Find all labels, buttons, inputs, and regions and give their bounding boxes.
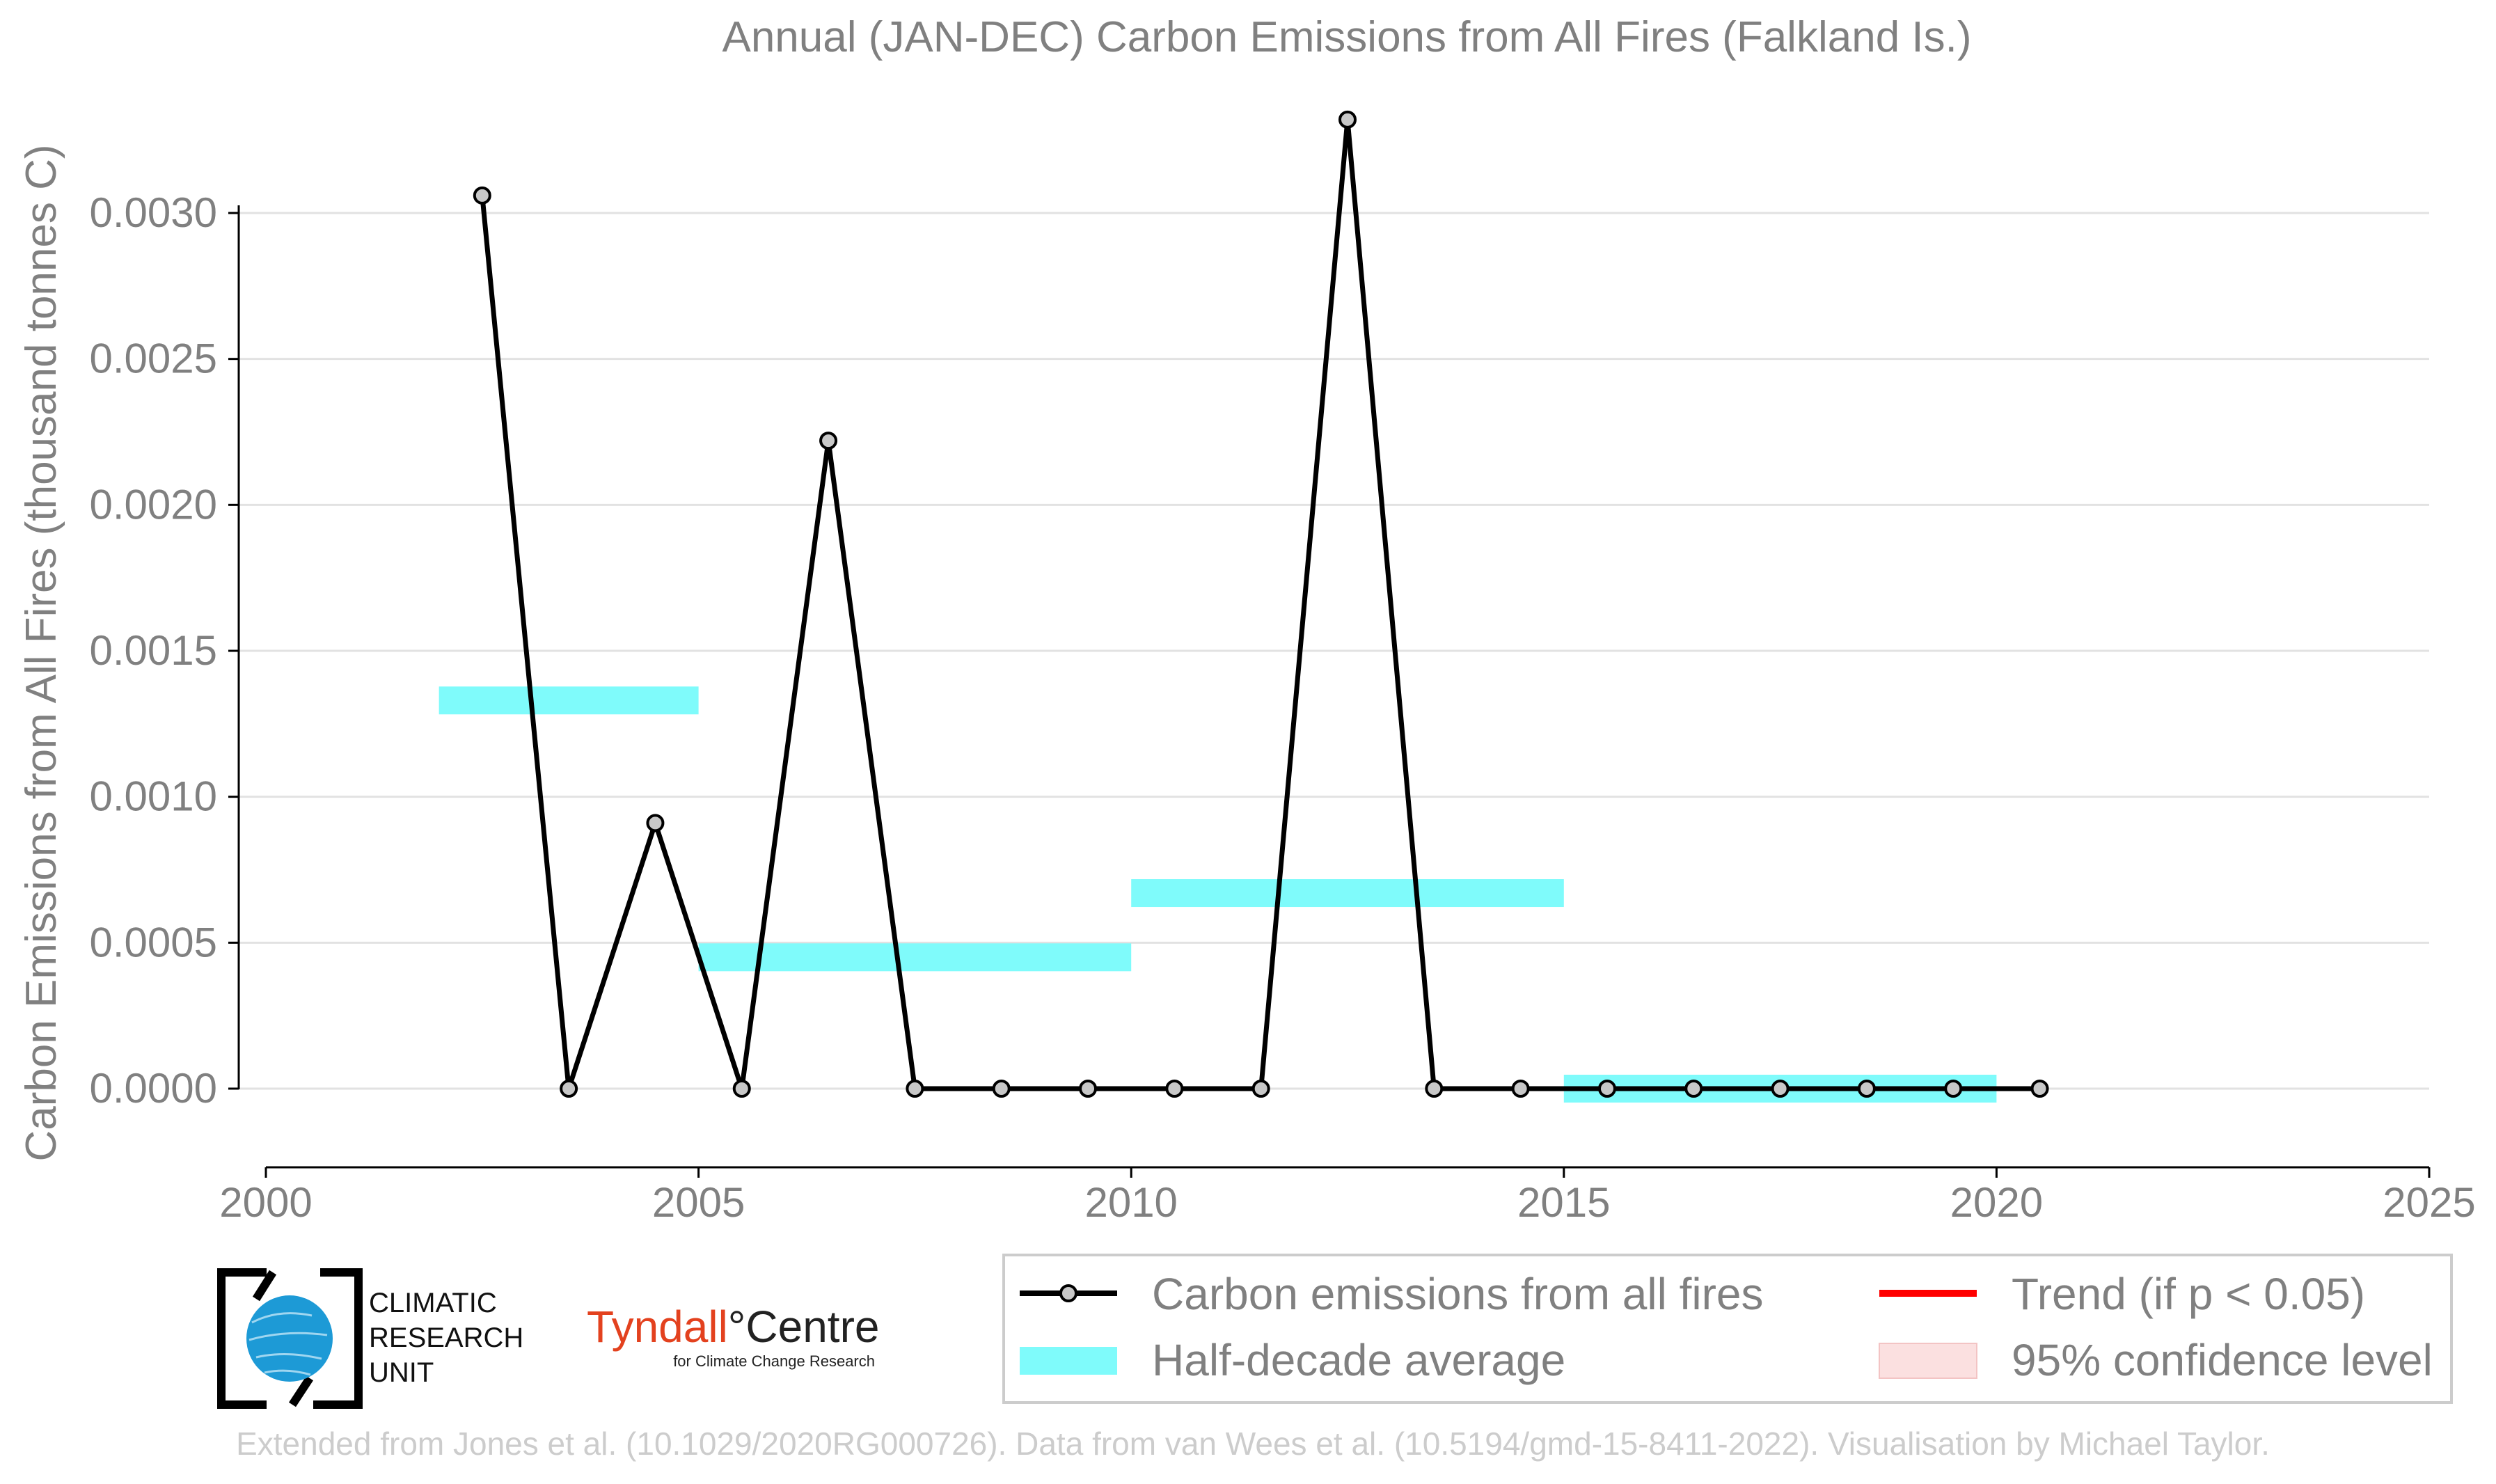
data-point (1251, 1080, 1270, 1098)
cru-logo: CLIMATIC RESEARCH UNIT (217, 1268, 523, 1409)
half-decade-bar (698, 943, 1132, 972)
data-point (1511, 1080, 1530, 1098)
legend-label-half-decade: Half-decade average (1152, 1335, 1565, 1385)
globe-swirl-icon (248, 1312, 328, 1376)
y-tick-label: 0.0010 (89, 773, 217, 820)
tyndall-logo: Tyndall°Centre for Climate Change Resear… (587, 1302, 879, 1370)
data-point (906, 1080, 924, 1098)
y-axis-label: Carbon Emissions from All Fires (thousan… (17, 144, 65, 1161)
tyndall-logo-a: Tyndall (587, 1302, 728, 1352)
x-tick-label: 2010 (1084, 1179, 1177, 1226)
data-point (1597, 1080, 1616, 1098)
chart-title: Annual (JAN-DEC) Carbon Emissions from A… (722, 13, 1971, 61)
y-tick-label: 0.0015 (89, 627, 217, 674)
x-tick-label: 2025 (2383, 1179, 2475, 1226)
y-tick-label: 0.0030 (89, 189, 217, 236)
data-point (1425, 1080, 1444, 1098)
legend-band-swatch (1020, 1347, 1117, 1375)
cru-logo-line-2: RESEARCH (369, 1323, 523, 1353)
data-point (992, 1080, 1011, 1098)
data-point (2030, 1080, 2049, 1098)
credit-text: Extended from Jones et al. (10.1029/2020… (236, 1426, 2270, 1462)
cru-logo-slash-bottom (288, 1375, 314, 1407)
data-point (1338, 110, 1357, 129)
data-point (1944, 1080, 1963, 1098)
legend-frame (1002, 1254, 2453, 1404)
legend-label-emissions: Carbon emissions from all fires (1152, 1269, 1764, 1319)
data-point (646, 814, 665, 832)
data-point (1771, 1080, 1790, 1098)
gridlines (239, 212, 2429, 1090)
data-point (1165, 1080, 1184, 1098)
data-point (1079, 1080, 1098, 1098)
tyndall-logo-b: Centre (745, 1302, 879, 1352)
data-point (473, 186, 491, 205)
tyndall-logo-deg: ° (728, 1302, 746, 1352)
legend-marker-swatch (1059, 1284, 1077, 1302)
y-tick-label: 0.0020 (89, 481, 217, 528)
y-tick-label: 0.0005 (89, 919, 217, 965)
series-layer (473, 110, 2049, 1098)
cru-logo-bracket-left (217, 1268, 267, 1409)
tyndall-logo-title: Tyndall°Centre (587, 1302, 879, 1352)
x-tick-label: 2005 (652, 1179, 745, 1226)
legend-label-confidence: 95% confidence level (2012, 1335, 2433, 1385)
data-point (732, 1080, 751, 1098)
x-tick-label: 2020 (1950, 1179, 2043, 1226)
half-decade-bands (439, 686, 1997, 1103)
cru-logo-slash-top (252, 1270, 277, 1302)
legend-confidence-swatch (1879, 1343, 1977, 1379)
x-ticks: 2000 2005 2010 2015 2020 2025 (219, 1167, 2476, 1226)
data-point (819, 432, 838, 450)
y-tick-label: 0.0025 (89, 336, 217, 382)
data-point (1857, 1080, 1876, 1098)
y-tick-label: 0.0000 (89, 1065, 217, 1112)
cru-logo-line-1: CLIMATIC (369, 1288, 497, 1318)
x-tick-label: 2000 (219, 1179, 312, 1226)
data-point (560, 1080, 578, 1098)
half-decade-bar (1131, 879, 1564, 908)
tyndall-logo-subtitle: for Climate Change Research (673, 1352, 875, 1370)
data-point (1684, 1080, 1703, 1098)
globe-icon (246, 1295, 333, 1382)
x-tick-label: 2015 (1517, 1179, 1610, 1226)
y-ticks: 0.0000 0.0005 0.0010 0.0015 0.0020 0.0025 0.00… (89, 189, 239, 1112)
cru-logo-bracket-right (313, 1268, 363, 1409)
legend-label-trend: Trend (if p < 0.05) (2012, 1269, 2365, 1319)
legend: Carbon emissions from all fires Trend (i… (1002, 1254, 2453, 1404)
cru-logo-line-3: UNIT (369, 1357, 434, 1388)
half-decade-bar (439, 686, 699, 715)
